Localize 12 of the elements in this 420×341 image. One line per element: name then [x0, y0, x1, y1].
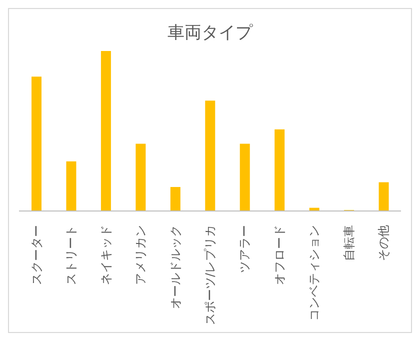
x-tick-label: ネイキッド	[98, 225, 113, 285]
chart-title: 車両タイプ	[166, 22, 254, 45]
x-tick-label: オールドルック	[168, 225, 182, 309]
x-tick-label: 自転車	[342, 225, 356, 261]
x-tick-label: スクーター	[29, 225, 44, 285]
x-tick-label: コンベティション	[307, 225, 322, 321]
x-tick-label: ツアラー	[238, 225, 252, 273]
x-tick-label: スポーツ/レプリカ	[203, 225, 217, 326]
x-tick-label: オフロード	[272, 225, 286, 285]
x-tick-label: その他	[376, 225, 391, 261]
x-tick-label: ストリート	[64, 225, 78, 285]
x-tick-label: アメリカン	[134, 225, 148, 285]
